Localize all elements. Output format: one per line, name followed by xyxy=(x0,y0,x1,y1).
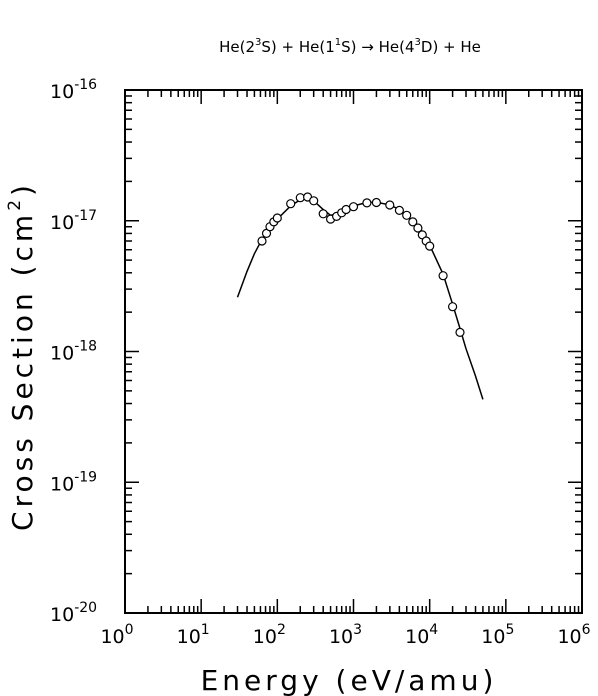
chart-title: He(23S) + He(11S) → He(43D) + He xyxy=(219,37,481,56)
y-axis-label: Cross Section (cm2) xyxy=(5,181,39,531)
data-point xyxy=(394,205,404,215)
y-tick-label: 10-19 xyxy=(50,469,97,495)
data-point xyxy=(309,196,319,206)
y-tick-label: 10-20 xyxy=(50,600,97,626)
data-point xyxy=(413,223,423,233)
y-tick-label: 10-18 xyxy=(50,339,97,365)
data-point xyxy=(371,197,381,208)
data-point xyxy=(425,241,435,251)
data-point xyxy=(362,198,372,208)
data-point xyxy=(318,209,328,219)
fit-curve-group xyxy=(236,197,484,400)
axis-tick-labels: 100 101 102 103 104 105 106 10-20 10-19 10-18 10-1… xyxy=(50,77,591,648)
data-point xyxy=(348,202,359,212)
y-tick-label: 10-16 xyxy=(50,77,97,103)
data-point xyxy=(341,204,351,215)
x-tick-label: 101 xyxy=(177,622,210,648)
data-point xyxy=(455,327,465,337)
data-point xyxy=(448,302,458,312)
x-axis-label: Energy (eV/amu) xyxy=(201,664,498,696)
data-point xyxy=(385,200,395,210)
x-tick-label: 102 xyxy=(253,622,286,648)
y-tick-label: 10-17 xyxy=(50,208,97,234)
data-points-group xyxy=(257,192,465,337)
plot-frame xyxy=(124,89,583,614)
data-point xyxy=(257,236,267,246)
x-tick-label: 104 xyxy=(405,622,438,648)
data-point xyxy=(408,217,418,227)
x-tick-label: 105 xyxy=(481,622,514,648)
data-point xyxy=(402,210,412,220)
axis-ticks xyxy=(124,90,582,614)
data-point xyxy=(438,271,448,281)
x-tick-label: 106 xyxy=(557,622,590,648)
data-point xyxy=(286,199,296,209)
data-point xyxy=(272,213,282,223)
x-tick-label: 103 xyxy=(329,622,362,648)
x-tick-label: 100 xyxy=(100,622,133,648)
fit-curve xyxy=(236,197,484,400)
